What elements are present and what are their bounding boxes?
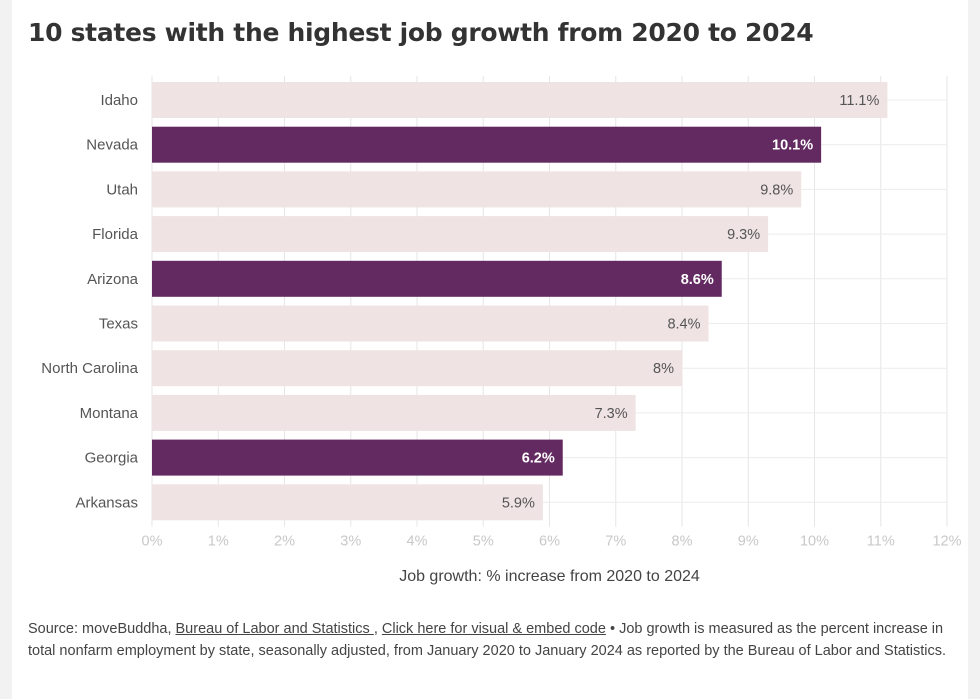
bar-idaho[interactable]	[152, 82, 888, 118]
category-label: Texas	[99, 316, 138, 333]
bar-arkansas[interactable]	[152, 484, 543, 521]
x-tick-label: 4%	[407, 534, 428, 550]
x-tick-label: 7%	[605, 534, 626, 550]
x-tick-label: 5%	[473, 534, 494, 550]
category-label: North Carolina	[41, 360, 138, 377]
footer-note: Source: moveBuddha, Bureau of Labor and …	[28, 618, 952, 662]
bar-value-label: 10.1%	[772, 138, 813, 154]
category-label: Florida	[92, 226, 139, 243]
bar-value-label: 5.9%	[502, 495, 535, 511]
bar-florida[interactable]	[152, 216, 769, 253]
category-labels: Idaho Nevada Utah Florida Arizona Texas North …	[41, 92, 138, 511]
x-tick-label: 6%	[539, 534, 560, 550]
footer-description: • Job growth is measured as the percent …	[28, 621, 947, 659]
x-tick-label: 3%	[340, 534, 361, 550]
bar-value-label: 8%	[653, 361, 674, 377]
source-prefix: Source: moveBuddha,	[28, 621, 172, 637]
chart-card: 10 states with the highest job growth fr…	[12, 0, 968, 699]
x-tick-label: 2%	[274, 534, 295, 550]
bar-value-label: 9.8%	[760, 182, 793, 198]
x-tick-label: 0%	[142, 534, 163, 550]
chart-title: 10 states with the highest job growth fr…	[28, 18, 814, 47]
bar-value-label: 9.3%	[727, 227, 760, 243]
x-tick-label: 10%	[800, 534, 829, 550]
embed-code-link[interactable]: Click here for visual & embed code	[381, 621, 606, 637]
category-label: Utah	[106, 181, 138, 198]
bar-texas[interactable]	[152, 305, 709, 342]
x-tick-label: 12%	[932, 534, 961, 550]
bar-chart: 11.1% 10.1% 9.8% 9.3% 8.6% 8.4% 8% 7.3% 6.2% 5.9%…	[41, 76, 962, 585]
bar-layer: 11.1% 10.1% 9.8% 9.3% 8.6% 8.4% 8% 7.3% 6.2% 5.9%	[152, 82, 888, 521]
bar-nevada[interactable]	[152, 126, 822, 163]
x-tick-label: 1%	[208, 534, 229, 550]
source-separator: ,	[373, 621, 378, 637]
bar-value-label: 11.1%	[839, 93, 879, 109]
x-tick-label: 11%	[867, 534, 895, 550]
bar-utah[interactable]	[152, 171, 802, 208]
bar-value-label: 8.6%	[681, 272, 714, 288]
category-label: Idaho	[100, 92, 138, 109]
bar-montana[interactable]	[152, 394, 636, 431]
category-label: Nevada	[86, 137, 138, 154]
x-tick-label: 8%	[672, 534, 693, 550]
x-tick-label: 9%	[738, 534, 759, 550]
category-label: Georgia	[85, 450, 139, 467]
category-label: Arizona	[87, 271, 139, 288]
bar-value-label: 7.3%	[595, 406, 628, 422]
bls-source-link[interactable]: Bureau of Labor and Statistics	[175, 621, 374, 637]
bar-georgia[interactable]	[152, 439, 563, 476]
category-label: Arkansas	[75, 494, 138, 511]
category-label: Montana	[80, 405, 139, 422]
x-tick-labels: 0% 1% 2% 3% 4% 5% 6% 7% 8% 9% 10% 11% 12%	[142, 534, 962, 550]
bar-value-label: 6.2%	[522, 451, 555, 467]
bar-north-carolina[interactable]	[152, 350, 682, 387]
x-axis-label: Job growth: % increase from 2020 to 2024	[399, 568, 700, 585]
bar-arizona[interactable]	[152, 260, 722, 297]
bar-value-label: 8.4%	[667, 317, 700, 333]
